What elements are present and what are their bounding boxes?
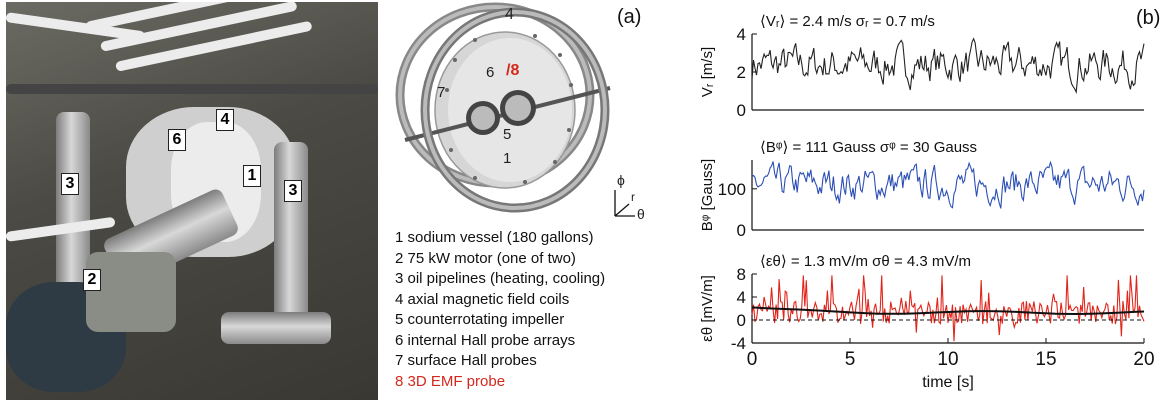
experiment-photo: 1 2 3 3 4 6 <box>6 2 378 400</box>
legend-item: 7 surface Hall probes <box>395 352 537 369</box>
diagram-label-hall-arrays: 6 <box>486 64 495 81</box>
coordinate-axes <box>614 190 635 217</box>
y-tick-label: 0 <box>737 221 746 240</box>
legend-item: 3 oil pipelines (heating, cooling) <box>395 270 606 287</box>
panel-label-b: (b) <box>1136 7 1160 29</box>
axis-label-phi: ϕ <box>617 172 625 188</box>
legend-item: 4 axial magnetic field coils <box>395 290 570 308</box>
time-series-charts: (b) ⟨Vᵣ⟩ = 2.4 m/s σᵣ = 0.7 m/s 0 2 4 Vᵣ [m/s… <box>699 7 1160 391</box>
photo-label-sodium-vessel: 1 <box>243 165 261 187</box>
right-pipeline <box>274 142 308 342</box>
series-line <box>751 275 1145 342</box>
chart-annotation: ⟨Vᵣ⟩ = 2.4 m/s σᵣ = 0.7 m/s <box>760 13 935 30</box>
diagram-label-surface-probes: 7 <box>437 84 446 101</box>
top-frame <box>6 84 378 94</box>
legend-item: 5 counterrotating impeller <box>395 311 565 328</box>
legend-item-highlighted: 8 3D EMF probe <box>395 372 506 390</box>
axis-label-r: r <box>631 190 635 204</box>
y-tick-label: 0 <box>737 101 746 120</box>
legend-item: 1 sodium vessel (180 gallons) <box>395 229 594 246</box>
diagram-label-vessel: 1 <box>503 150 512 167</box>
chart-annotation: ⟨Bᵠ⟩ = 111 Gauss σᵠ = 30 Gauss <box>760 139 977 156</box>
panel-label-a: (a) <box>617 6 642 28</box>
chart-annotation: ⟨εθ⟩ = 1.3 mV/m σθ = 4.3 mV/m <box>760 253 971 270</box>
photo-label-motor: 2 <box>83 269 101 291</box>
photo-label-oil-pipeline-right: 3 <box>284 180 302 202</box>
axis-label-theta: θ <box>637 206 645 222</box>
diagram-legend: 1 sodium vessel (180 gallons) 2 75 kW mo… <box>395 228 605 392</box>
legend-item: 6 internal Hall probe arrays <box>395 331 576 349</box>
y-tick-label: 100 <box>718 180 746 199</box>
y-tick-label: 2 <box>737 63 746 82</box>
y-tick-label: -4 <box>731 334 746 353</box>
time-series-panel: (b) ⟨Vᵣ⟩ = 2.4 m/s σᵣ = 0.7 m/s 0 2 4 Vᵣ [m/s… <box>660 0 1163 403</box>
bottom-pipeline <box>221 312 331 344</box>
y-axis-label: Vᵣ [m/s] <box>699 47 716 97</box>
series-line <box>751 160 1145 209</box>
photo-label-field-coils: 4 <box>216 109 234 131</box>
y-tick-label: 0 <box>737 311 746 330</box>
y-axis-label: εθ [mV/m] <box>699 275 716 342</box>
running-mean-line <box>751 306 1145 316</box>
photo-label-hall-probes: 6 <box>168 129 186 151</box>
y-tick-label: 8 <box>737 265 746 284</box>
x-tick-label: 0 <box>747 349 758 370</box>
x-axis-label: time [s] <box>922 374 974 391</box>
motor-housing <box>86 252 176 332</box>
x-tick-label: 20 <box>1133 349 1154 370</box>
y-tick-label: 4 <box>737 25 746 44</box>
x-tick-label: 10 <box>937 349 958 370</box>
insulated-line <box>114 20 313 72</box>
device-diagram: (a) 4 7 6 /8 5 1 ϕ r θ <box>385 0 655 400</box>
x-tick-label: 5 <box>845 349 856 370</box>
diagram-label-emf-probe: /8 <box>506 62 520 79</box>
photo-label-oil-pipeline-left: 3 <box>61 173 79 195</box>
series-line <box>751 37 1145 95</box>
device-schematic <box>395 2 611 213</box>
diagram-label-coils: 4 <box>505 6 514 23</box>
x-tick-label: 15 <box>1035 349 1056 370</box>
legend-item: 2 75 kW motor (one of two) <box>395 249 576 267</box>
y-axis-label: Bᵠ [Gauss] <box>699 159 716 231</box>
diagram-label-impeller: 5 <box>503 126 512 143</box>
y-tick-label: 4 <box>737 288 746 307</box>
